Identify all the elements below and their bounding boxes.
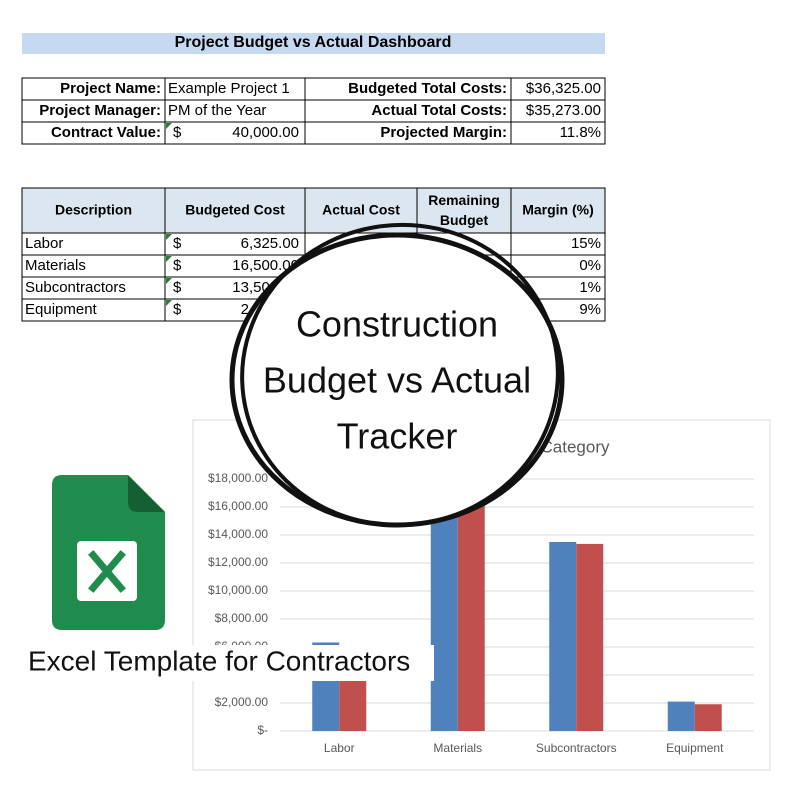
bar xyxy=(549,542,577,731)
cell-text: Example Project 1 xyxy=(168,80,290,97)
x-tick-label: Materials xyxy=(433,741,482,755)
currency: $ xyxy=(173,279,182,296)
y-tick-label: $12,000.00 xyxy=(208,555,268,569)
header-cell xyxy=(416,187,512,234)
currency: $ xyxy=(173,124,182,141)
cell-text: Subcontractors xyxy=(25,279,126,296)
y-tick-label: $8,000.00 xyxy=(215,611,269,625)
subtitle: Excel Template for Contractors xyxy=(28,645,410,676)
cell-flag xyxy=(166,123,172,129)
title-bar xyxy=(22,33,605,54)
cell-text: 15% xyxy=(571,235,601,252)
bar xyxy=(430,500,458,731)
cell-text: Labor xyxy=(25,235,63,252)
cell xyxy=(510,121,606,145)
currency: $ xyxy=(173,235,182,252)
cell-text: $36,325.00 xyxy=(526,80,601,97)
cell-text: Projected Margin: xyxy=(380,124,507,141)
x-tick-label: Equipment xyxy=(666,741,724,755)
sheet-title: Project Budget vs Actual Dashboard xyxy=(175,34,452,51)
y-tick-label: $14,000.00 xyxy=(208,527,268,541)
y-tick-label: $2,000.00 xyxy=(215,695,269,709)
currency: $ xyxy=(173,257,182,274)
header-text: Remaining Budget xyxy=(428,192,500,228)
header-text: Description xyxy=(55,202,132,218)
subtitle-bg xyxy=(22,645,434,681)
overlay: Construction Budget vs Actual Tracker Excel… xyxy=(22,222,565,681)
cell-text: Contract Value: xyxy=(51,124,161,141)
cell-text: 1% xyxy=(579,279,601,296)
y-tick-label: $16,000.00 xyxy=(208,499,268,513)
badge-text: Construction xyxy=(296,304,498,345)
bar xyxy=(576,543,604,731)
cell-text: PM of the Year xyxy=(168,102,266,119)
cell-text: Project Name: xyxy=(60,80,161,97)
bar xyxy=(457,500,485,731)
badge-ring xyxy=(240,222,560,528)
header-cell xyxy=(510,187,606,234)
cell-text: $35,273.00 xyxy=(526,102,601,119)
excel-fold xyxy=(128,475,165,512)
cell-flag xyxy=(166,256,172,262)
y-tick-label: $18,000.00 xyxy=(208,471,268,485)
cell-text: Project Manager: xyxy=(39,102,161,119)
bar xyxy=(667,701,695,731)
excel-x xyxy=(88,550,126,593)
amount: 6,325.00 xyxy=(241,235,299,252)
header-text: Actual Cost xyxy=(322,202,400,218)
currency: $ xyxy=(173,301,182,318)
bar xyxy=(694,704,722,731)
badge-text: Tracker xyxy=(337,416,458,457)
chart-title: Category xyxy=(541,437,610,456)
x-tick-label: Labor xyxy=(324,741,355,755)
header-text: Budgeted Cost xyxy=(185,202,285,218)
amount: 16,500.00 xyxy=(232,257,299,274)
cell-text: Actual Total Costs: xyxy=(371,102,507,119)
y-tick-label: $10,000.00 xyxy=(208,583,268,597)
badge-text: Budget vs Actual xyxy=(263,360,531,401)
cell-text: 0% xyxy=(579,257,601,274)
cell-text: Budgeted Total Costs: xyxy=(348,80,507,97)
y-tick-label: $- xyxy=(257,723,268,737)
cell-text: 9% xyxy=(579,301,601,318)
cell-flag xyxy=(166,300,172,306)
cell-flag xyxy=(166,234,172,240)
header-cell xyxy=(21,187,166,234)
cell-text: 11.8% xyxy=(560,124,601,141)
x-tick-label: Subcontractors xyxy=(536,741,617,755)
cell-text: Equipment xyxy=(25,301,98,318)
amount: 40,000.00 xyxy=(232,124,299,141)
cell-text: Materials xyxy=(25,257,86,274)
header-text: Margin (%) xyxy=(522,202,594,218)
cell-flag xyxy=(166,278,172,284)
